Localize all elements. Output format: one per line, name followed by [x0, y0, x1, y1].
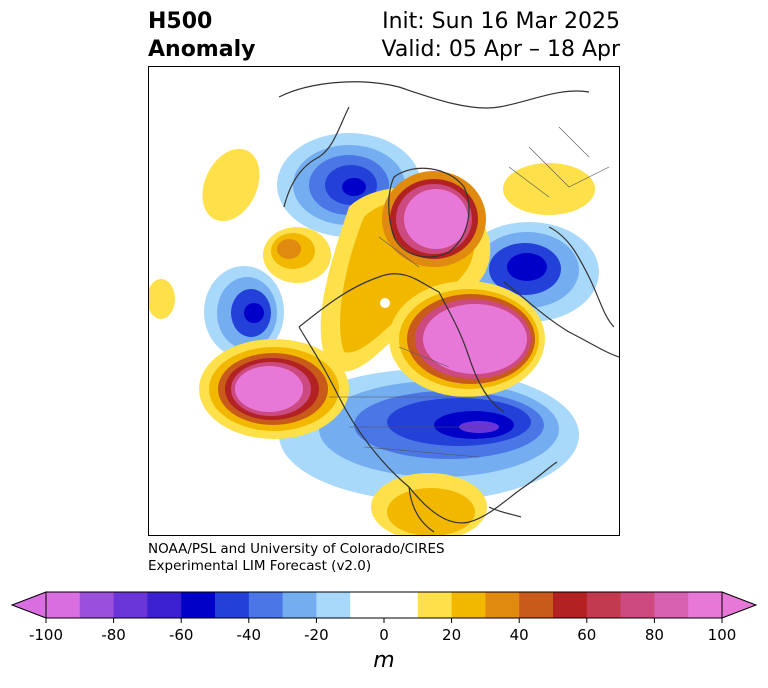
colorbar-max-extend: [721, 591, 758, 619]
colorbar-swatch: [586, 592, 622, 618]
coastlines: [278, 81, 619, 533]
credit-line-2: Experimental LIM Forecast (v2.0): [148, 558, 372, 574]
colorbar-swatch: [316, 592, 351, 618]
valid-range: Valid: 05 Apr – 18 Apr: [381, 37, 621, 62]
colorbar-tick-label: -60: [169, 626, 194, 644]
credit-text: NOAA/PSL and University of Colorado/CIRE…: [148, 541, 445, 575]
colorbar-tick-label: -80: [101, 626, 126, 644]
colorbar-swatch: [620, 592, 655, 618]
colorbar-swatch: [417, 592, 453, 618]
title-line-2: Anomaly: [148, 37, 256, 62]
colorbar-swatch: [654, 592, 689, 618]
colorbar-tick-label: -40: [237, 626, 262, 644]
colorbar-swatch: [147, 592, 182, 618]
colorbar-swatch: [451, 592, 486, 618]
colorbar-tick-label: 100: [708, 626, 737, 644]
colorbar-tick-label: 20: [442, 626, 461, 644]
credit-line-1: NOAA/PSL and University of Colorado/CIRE…: [148, 541, 445, 557]
forecast-dates: Init: Sun 16 Mar 2025 Valid: 05 Apr – 18…: [382, 8, 621, 64]
colorbar-min-extend: [10, 591, 47, 619]
colorbar-swatch: [384, 592, 419, 618]
colorbar-swatch: [215, 592, 250, 618]
anomaly-map-svg: [149, 81, 619, 535]
colorbar-swatch: [553, 592, 588, 618]
colorbar-tick-label: 40: [510, 626, 529, 644]
colorbar-swatch: [519, 592, 554, 618]
colorbar-tick-label: 80: [645, 626, 664, 644]
colorbar-swatch: [485, 592, 520, 618]
colorbar-swatch: [181, 592, 216, 618]
init-date: Init: Sun 16 Mar 2025: [382, 9, 620, 34]
colorbar-swatch: [688, 592, 723, 618]
colorbar-swatch: [46, 592, 81, 618]
positive-anomalies: [149, 148, 595, 535]
colorbar-tick-label: -20: [304, 626, 329, 644]
north-pole-marker: [380, 298, 390, 308]
colorbar-unit-label: m: [373, 648, 395, 673]
colorbar-swatch: [350, 592, 385, 618]
colorbar: -100 -80 -60 -40 -20 0 20 40 60 80 100: [10, 591, 758, 644]
colorbar-swatch: [113, 592, 148, 618]
colorbar-swatch: [79, 592, 115, 618]
colorbar-swatch: [248, 592, 284, 618]
colorbar-tick-label: -100: [29, 626, 63, 644]
negative-anomalies: [204, 133, 599, 501]
title-line-1: H500: [148, 9, 213, 34]
anomaly-map: [148, 66, 620, 536]
colorbar-swatch: [282, 592, 317, 618]
political-borders: [329, 126, 610, 458]
colorbar-tick-label: 60: [577, 626, 596, 644]
map-title: H500 Anomaly: [148, 8, 255, 64]
colorbar-tick-label: 0: [379, 626, 389, 644]
